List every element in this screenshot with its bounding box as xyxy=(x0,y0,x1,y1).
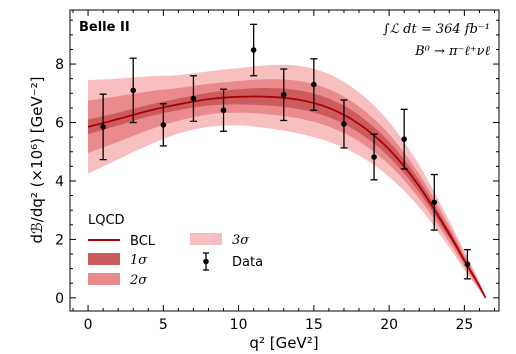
data-point xyxy=(189,75,197,122)
data-point xyxy=(159,103,167,147)
data-point xyxy=(99,93,107,161)
data-point xyxy=(370,133,378,181)
y-axis-label: dℬ/dq² (×10⁶) [GeV⁻²] xyxy=(28,76,46,243)
x-tick-label: 10 xyxy=(230,317,248,333)
legend-1sigma-swatch xyxy=(88,253,120,265)
x-tick-label: 15 xyxy=(305,317,323,333)
plot-frame xyxy=(69,9,500,312)
data-marker xyxy=(160,122,167,128)
x-tick-label: 25 xyxy=(455,317,473,333)
data-marker xyxy=(401,136,407,142)
data-marker xyxy=(341,121,347,127)
band-3sigma xyxy=(88,64,486,298)
data-marker xyxy=(130,87,137,94)
data-point xyxy=(250,23,258,77)
data-point xyxy=(220,88,228,132)
experiment-label: Belle II xyxy=(79,20,130,35)
legend-1sigma-label: 1σ xyxy=(130,253,148,268)
legend-bcl-label: BCL xyxy=(130,234,156,249)
y-tick-label: 8 xyxy=(55,57,64,73)
data-marker xyxy=(280,91,287,98)
legend-3sigma-swatch xyxy=(190,233,222,245)
legend: LQCD BCL 1σ 2σ 3σ Data xyxy=(88,213,263,288)
data-marker xyxy=(311,81,317,88)
x-axis-label: q² [GeV²] xyxy=(249,334,318,352)
luminosity-label: ∫ℒ dt = 364 fb⁻¹ xyxy=(383,22,490,37)
legend-2sigma-swatch xyxy=(88,273,120,285)
data-marker xyxy=(100,124,106,130)
data-point xyxy=(430,173,438,231)
x-tick-label: 20 xyxy=(380,317,398,333)
data-point xyxy=(340,99,348,149)
lqcd-uncertainty-bands xyxy=(88,64,486,298)
data-marker xyxy=(190,95,197,102)
data-point xyxy=(463,248,471,280)
data-point xyxy=(400,108,408,170)
legend-title: LQCD xyxy=(88,213,125,228)
y-tick-label: 2 xyxy=(55,232,64,248)
data-marker xyxy=(250,47,257,53)
legend-data-swatch xyxy=(203,252,209,271)
band-1sigma xyxy=(88,87,486,298)
data-point xyxy=(280,68,288,122)
y-tick-label: 6 xyxy=(55,116,64,132)
legend-data-label: Data xyxy=(232,255,263,270)
data-point xyxy=(129,57,137,124)
band-2sigma xyxy=(88,79,486,298)
data-points-group xyxy=(99,23,471,280)
decay-label: B⁰ → π⁻ℓ⁺νℓ xyxy=(414,44,491,59)
y-tick-label: 0 xyxy=(55,291,64,307)
data-marker xyxy=(371,154,377,160)
data-marker xyxy=(464,261,471,268)
y-tick-label: 4 xyxy=(55,174,64,190)
data-marker xyxy=(220,107,227,114)
data-point xyxy=(310,58,318,111)
data-marker xyxy=(431,199,438,206)
x-tick-label: 5 xyxy=(159,317,168,333)
legend-3sigma-label: 3σ xyxy=(232,233,250,248)
legend-2sigma-label: 2σ xyxy=(129,273,148,288)
axis-ticks: 0 5 10 15 20 25 0 2 4 6 8 xyxy=(55,10,499,333)
x-tick-label: 0 xyxy=(84,317,93,333)
